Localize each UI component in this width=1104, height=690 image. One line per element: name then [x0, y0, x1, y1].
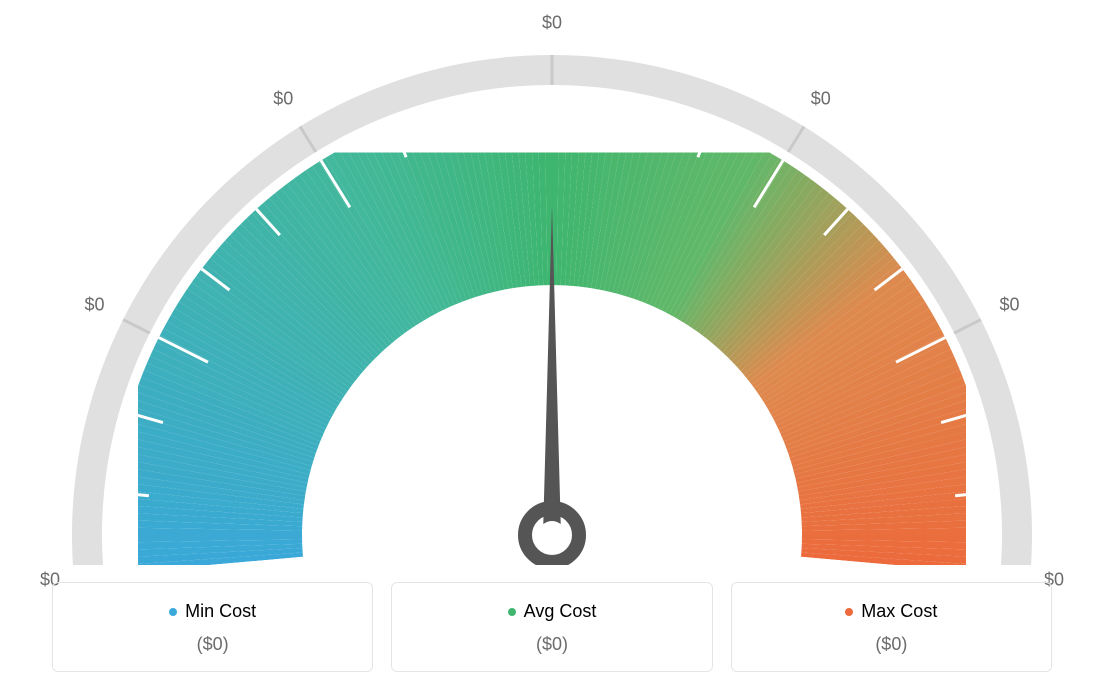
legend-avg-text: Avg Cost: [524, 601, 597, 622]
cost-gauge: $0$0$0$0$0$0$0: [52, 5, 1052, 565]
gauge-tick-label: $0: [811, 89, 831, 110]
legend-min-label: Min Cost: [169, 601, 256, 622]
legend-max-text: Max Cost: [861, 601, 937, 622]
legend-avg-box: Avg Cost ($0): [391, 582, 712, 672]
legend-max-value: ($0): [742, 634, 1041, 655]
gauge-tick-label: $0: [542, 13, 562, 34]
legend-min-text: Min Cost: [185, 601, 256, 622]
legend-min-dot: [169, 608, 177, 616]
legend-max-dot: [845, 608, 853, 616]
legend-max-box: Max Cost ($0): [731, 582, 1052, 672]
legend-min-box: Min Cost ($0): [52, 582, 373, 672]
gauge-svg: [52, 5, 1052, 565]
legend-min-value: ($0): [63, 634, 362, 655]
gauge-tick-label: $0: [1000, 295, 1020, 316]
legend: Min Cost ($0) Avg Cost ($0) Max Cost ($0…: [52, 582, 1052, 672]
gauge-tick-label: $0: [273, 89, 293, 110]
legend-avg-label: Avg Cost: [508, 601, 597, 622]
legend-max-label: Max Cost: [845, 601, 937, 622]
gauge-tick-label: $0: [84, 295, 104, 316]
legend-avg-dot: [508, 608, 516, 616]
legend-avg-value: ($0): [402, 634, 701, 655]
